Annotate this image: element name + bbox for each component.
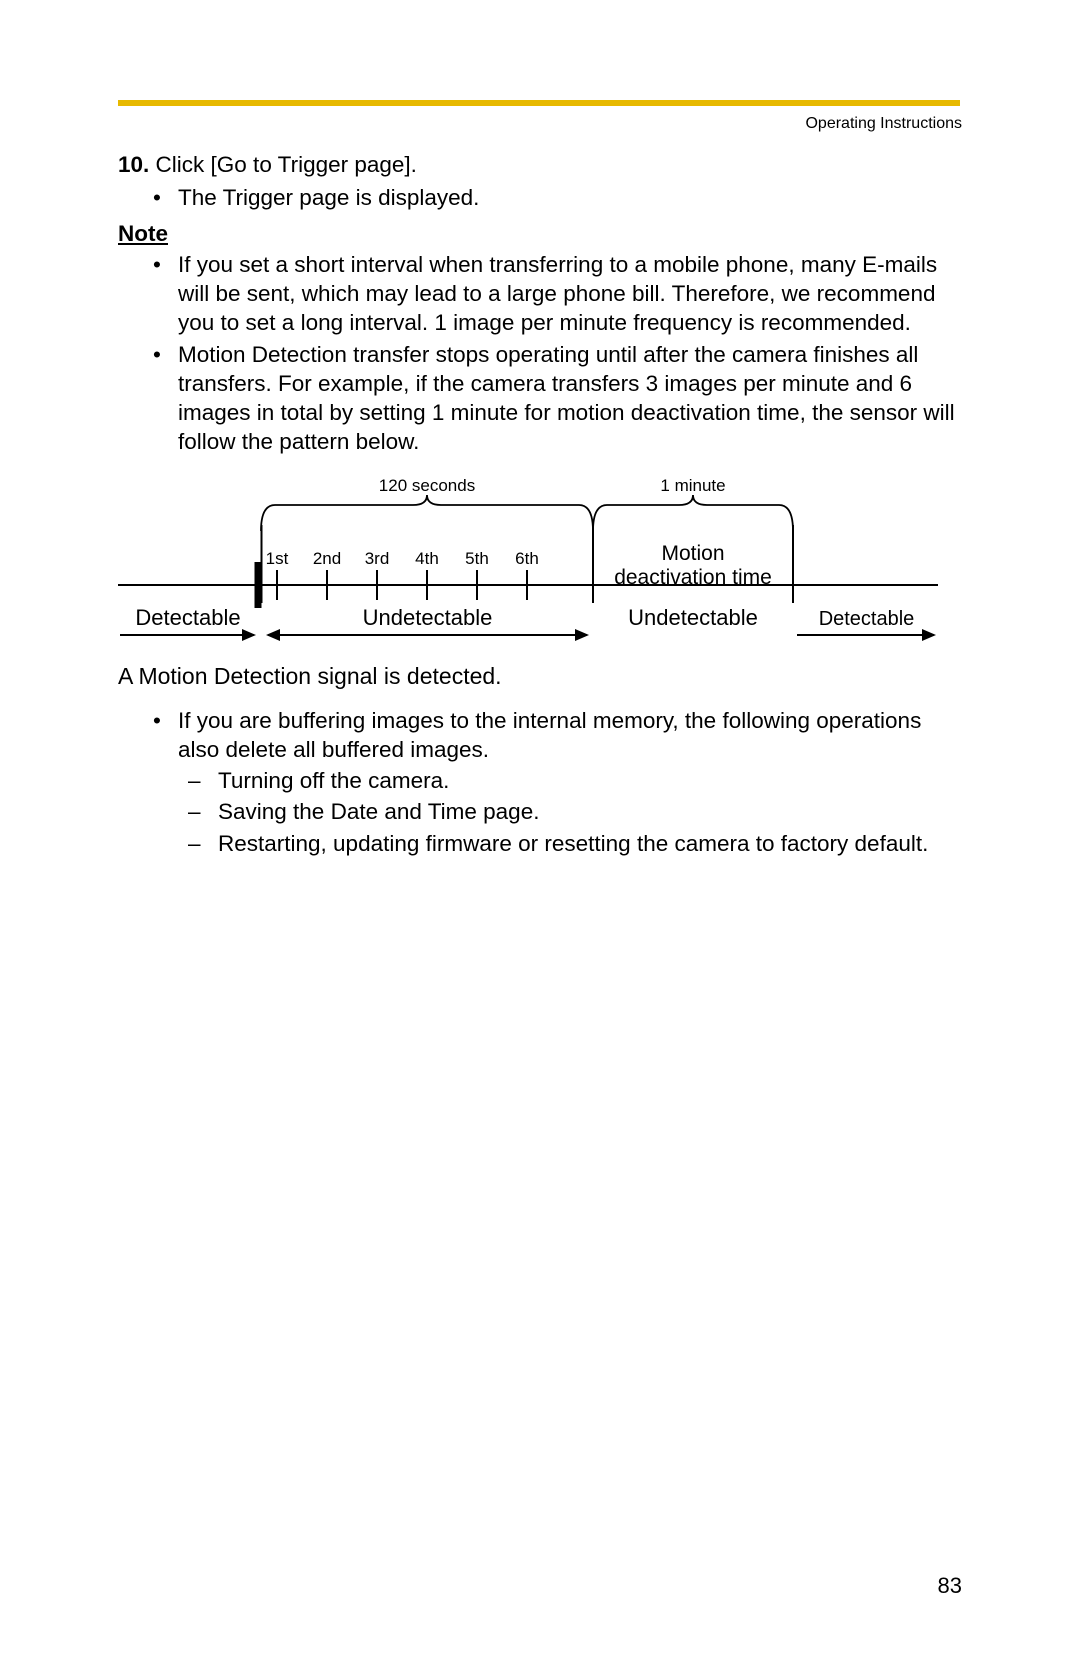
page-body: 10. Click [Go to Trigger page]. The Trig…: [118, 150, 960, 860]
page-number: 83: [938, 1573, 962, 1599]
step-text: Click [Go to Trigger page].: [156, 152, 417, 177]
diagram-caption: A Motion Detection signal is detected.: [118, 662, 960, 692]
svg-text:5th: 5th: [465, 549, 489, 568]
svg-text:Undetectable: Undetectable: [363, 605, 493, 630]
svg-text:120 seconds: 120 seconds: [379, 476, 475, 495]
svg-text:1st: 1st: [266, 549, 289, 568]
svg-text:deactivation time: deactivation time: [614, 566, 772, 589]
svg-text:Detectable: Detectable: [819, 608, 915, 630]
step-sub-bullet: The Trigger page is displayed.: [118, 183, 960, 212]
svg-text:Undetectable: Undetectable: [628, 605, 758, 630]
svg-text:4th: 4th: [415, 549, 439, 568]
step-number: 10.: [118, 152, 149, 177]
note-item: If you set a short interval when transfe…: [118, 250, 960, 338]
svg-text:Motion: Motion: [661, 542, 724, 565]
note-heading: Note: [118, 219, 960, 248]
svg-text:6th: 6th: [515, 549, 539, 568]
svg-text:3rd: 3rd: [365, 549, 390, 568]
svg-text:1 minute: 1 minute: [660, 476, 725, 495]
note-item: Motion Detection transfer stops operatin…: [118, 340, 960, 457]
svg-text:Detectable: Detectable: [135, 605, 240, 630]
sub-bullet: Saving the Date and Time page.: [118, 797, 960, 826]
sub-bullet: Restarting, updating firmware or resetti…: [118, 829, 960, 858]
running-title: Operating Instructions: [805, 115, 962, 133]
timeline-diagram: 1st 2nd 3rd 4th 5th 6th 120 seconds 1 minute Mot…: [118, 475, 960, 692]
svg-text:2nd: 2nd: [313, 549, 341, 568]
note-item: If you are buffering images to the inter…: [118, 706, 960, 765]
sub-bullet: Turning off the camera.: [118, 766, 960, 795]
header-rule: [118, 100, 960, 106]
timeline-svg: 1st 2nd 3rd 4th 5th 6th 120 seconds 1 minute Mot…: [118, 475, 938, 645]
step-line: 10. Click [Go to Trigger page].: [118, 150, 960, 179]
